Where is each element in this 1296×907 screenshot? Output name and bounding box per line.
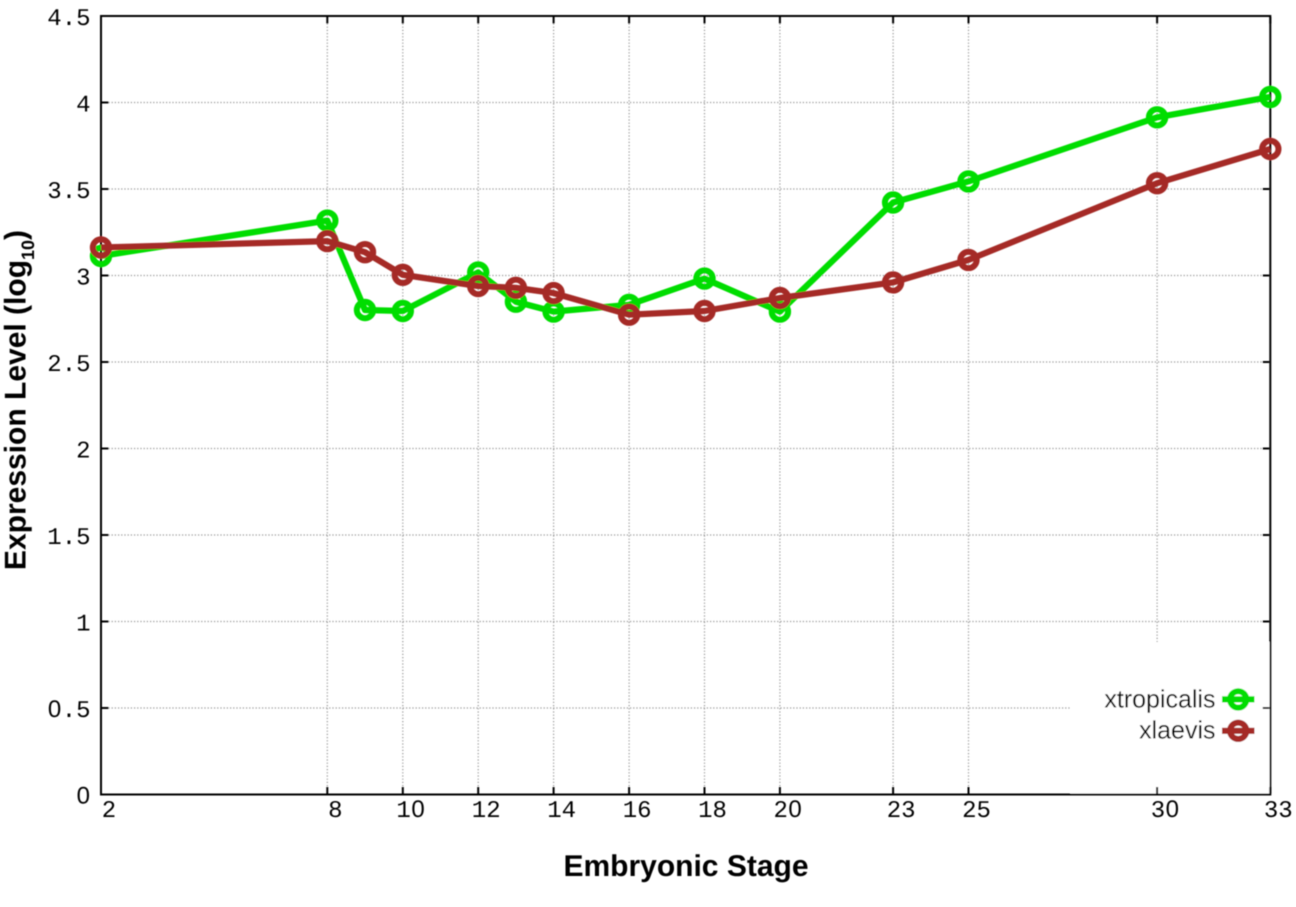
svg-text:5: 5 [976,798,990,825]
svg-text:2: 2 [486,798,500,825]
svg-text:3: 3 [1264,798,1278,825]
svg-text:1: 1 [47,525,61,552]
svg-text:.: . [62,6,76,33]
svg-text:1: 1 [472,798,486,825]
svg-text:3: 3 [1151,798,1165,825]
svg-text:2: 2 [76,439,90,466]
svg-text:6: 6 [637,798,651,825]
svg-text:1: 1 [396,798,410,825]
svg-text:2: 2 [47,352,61,379]
svg-text:5: 5 [76,352,90,379]
svg-text:2: 2 [773,798,787,825]
svg-text:xtropicalis: xtropicalis [1104,686,1215,714]
svg-text:xlaevis: xlaevis [1139,717,1215,745]
svg-text:2: 2 [962,798,976,825]
svg-text:8: 8 [328,798,342,825]
svg-text:8: 8 [712,798,726,825]
svg-text:3: 3 [901,798,915,825]
svg-text:3: 3 [47,179,61,206]
svg-text:3: 3 [76,266,90,293]
svg-text:0: 0 [788,796,801,823]
svg-text:.: . [62,525,76,552]
svg-text:4: 4 [76,93,90,120]
svg-text:5: 5 [76,698,90,725]
svg-text:.: . [62,179,76,206]
svg-text:4: 4 [47,6,61,33]
svg-text:5: 5 [76,525,90,552]
svg-text:0: 0 [77,783,90,810]
svg-text:3: 3 [1278,798,1292,825]
svg-text:2: 2 [102,798,116,825]
svg-text:0: 0 [411,796,424,823]
svg-text:Expression Level (log10): Expression Level (log10) [0,230,38,570]
svg-text:5: 5 [76,6,90,33]
svg-text:.: . [62,698,76,725]
svg-text:4: 4 [562,798,576,825]
svg-text:5: 5 [76,179,90,206]
svg-text:0: 0 [1166,796,1179,823]
svg-text:1: 1 [76,612,90,639]
svg-text:0: 0 [48,696,61,723]
svg-text:1: 1 [623,798,637,825]
svg-text:1: 1 [547,798,561,825]
svg-text:1: 1 [698,798,712,825]
svg-text:2: 2 [887,798,901,825]
svg-text:.: . [62,352,76,379]
svg-text:Embryonic Stage: Embryonic Stage [563,850,808,883]
